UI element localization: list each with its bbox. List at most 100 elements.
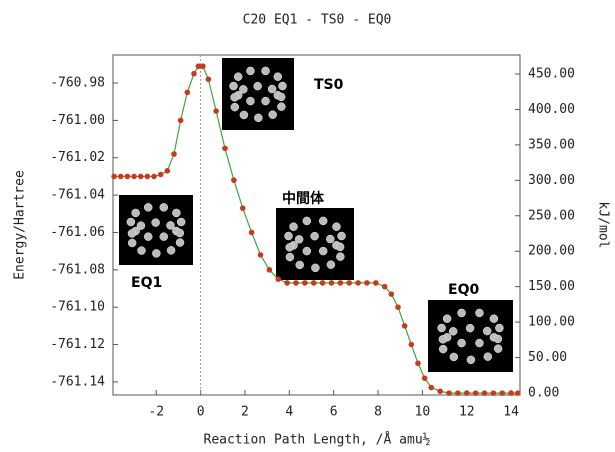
atom — [166, 221, 174, 229]
atom — [274, 73, 282, 81]
atom — [269, 111, 277, 119]
data-point — [118, 174, 124, 180]
atom — [138, 247, 146, 255]
atom — [336, 253, 344, 261]
atom — [246, 97, 254, 105]
y2-tick-label: 150.00 — [528, 279, 575, 294]
atom — [458, 339, 466, 347]
data-point — [320, 280, 326, 286]
atom — [303, 247, 311, 255]
atom — [295, 235, 303, 243]
atom — [494, 345, 502, 353]
data-point — [185, 90, 191, 96]
data-point — [364, 280, 370, 286]
atom — [137, 222, 145, 230]
atom — [490, 315, 498, 323]
data-point — [499, 390, 505, 396]
atom — [439, 345, 447, 353]
y2-tick-label: 350.00 — [528, 137, 575, 152]
atom — [336, 243, 344, 251]
data-point — [293, 280, 299, 286]
data-point — [329, 280, 335, 286]
atom — [450, 353, 458, 361]
atom — [234, 73, 242, 81]
y2-tick-label: 300.00 — [528, 173, 575, 188]
atom — [443, 315, 451, 323]
atom — [483, 327, 491, 335]
atom — [152, 219, 160, 227]
atom — [284, 232, 292, 240]
data-point — [395, 304, 401, 310]
atom — [286, 243, 294, 251]
atom — [458, 309, 466, 317]
atom — [484, 353, 492, 361]
atom — [303, 217, 311, 225]
data-point — [382, 284, 388, 290]
data-point — [158, 172, 164, 178]
data-point — [249, 230, 255, 236]
chart-title: C20 EQ1 - TS0 - EQ0 — [243, 13, 392, 28]
atom — [128, 229, 136, 237]
atom — [439, 335, 447, 343]
y2-tick-label: 0.00 — [528, 386, 559, 401]
x-tick-label: 2 — [241, 405, 249, 420]
y2-axis-label: kJ/mol — [596, 202, 611, 249]
data-point — [302, 280, 308, 286]
data-point — [373, 280, 379, 286]
data-point — [355, 280, 361, 286]
y-tick-label: -761.12 — [50, 337, 105, 352]
y-tick-label: -761.10 — [50, 300, 105, 315]
y2-tick-label: 400.00 — [528, 102, 575, 117]
data-point — [508, 390, 514, 396]
y-tick-label: -761.00 — [50, 113, 105, 128]
atom — [177, 218, 185, 226]
atom — [144, 233, 152, 241]
y2-tick-label: 100.00 — [528, 315, 575, 330]
data-point — [422, 375, 428, 381]
atom — [438, 324, 446, 332]
data-point — [491, 390, 497, 396]
x-tick-label: -2 — [148, 405, 164, 420]
atom — [231, 103, 239, 111]
x-tick-label: 6 — [330, 405, 338, 420]
atom — [277, 103, 285, 111]
data-point — [482, 390, 488, 396]
annotation: EQ1 — [131, 275, 162, 291]
atom — [231, 93, 239, 101]
y-tick-label: -761.08 — [50, 262, 105, 277]
atom — [311, 264, 319, 272]
annotation: TS0 — [314, 77, 344, 93]
data-point — [111, 174, 117, 180]
x-tick-label: 10 — [415, 405, 431, 420]
data-point — [428, 385, 434, 391]
atom — [475, 339, 483, 347]
atom — [254, 114, 262, 122]
atom — [160, 233, 168, 241]
data-point — [213, 108, 219, 114]
x-axis-label: Reaction Path Length, /Å amu½ — [204, 432, 431, 448]
atom — [144, 203, 152, 211]
atom — [278, 82, 286, 90]
data-point — [138, 174, 144, 180]
data-point — [191, 71, 197, 77]
data-point — [240, 205, 246, 211]
x-tick-label: 8 — [374, 405, 382, 420]
data-point — [131, 174, 137, 180]
data-point — [206, 76, 212, 82]
y2-tick-label: 50.00 — [528, 350, 567, 365]
data-point — [415, 360, 421, 366]
atom — [494, 335, 502, 343]
atom — [262, 67, 270, 75]
chart: C20 EQ1 - TS0 - EQ0 Reaction Path Length… — [0, 0, 615, 452]
data-point — [165, 168, 171, 174]
x-tick-label: 4 — [285, 405, 293, 420]
data-point — [151, 174, 157, 180]
atom — [127, 218, 135, 226]
atom — [286, 253, 294, 261]
atom — [152, 249, 160, 257]
atom — [268, 85, 276, 93]
x-tick-label: 12 — [459, 405, 475, 420]
atom — [172, 209, 180, 217]
data-point — [258, 252, 264, 258]
data-point — [515, 390, 521, 396]
